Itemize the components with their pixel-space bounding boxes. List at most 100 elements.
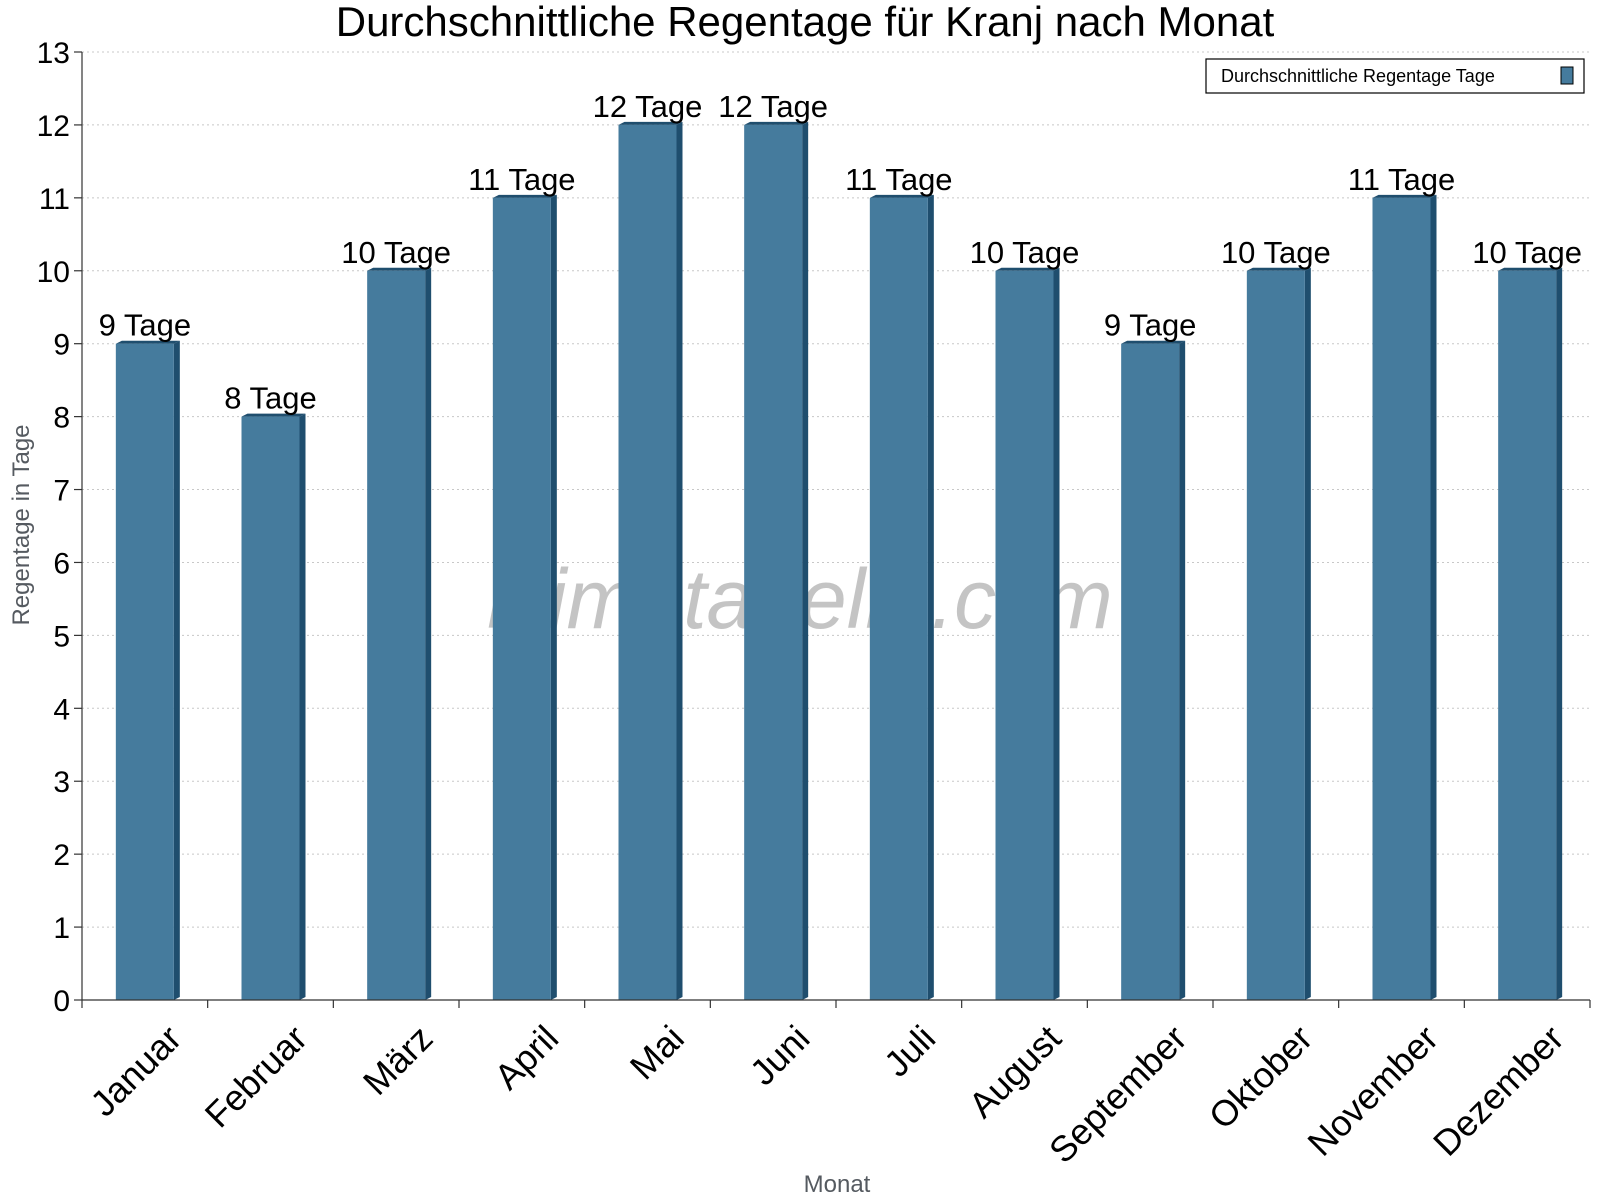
y-tick-label: 0 [53, 985, 70, 1018]
legend-label: Durchschnittliche Regentage Tage [1221, 66, 1495, 86]
bar-front [1372, 197, 1431, 1000]
x-tick-label: Juli [876, 1017, 943, 1084]
bar-top [1498, 267, 1563, 271]
x-tick-label: Januar [82, 1017, 189, 1124]
bars [115, 121, 1563, 1001]
data-label: 10 Tage [341, 235, 451, 270]
data-label: 8 Tage [224, 381, 317, 416]
bar [1498, 267, 1563, 1000]
data-label: 12 Tage [593, 89, 703, 124]
data-label: 9 Tage [1104, 308, 1197, 343]
x-tick-label: April [486, 1017, 566, 1097]
bar-front [367, 270, 426, 1000]
bar-top [995, 267, 1060, 271]
gridlines [82, 51, 1590, 928]
bar-side [299, 413, 306, 1001]
x-tick-label: Dezember [1425, 1017, 1571, 1163]
data-label: 10 Tage [1472, 235, 1582, 270]
bar-front [1246, 270, 1305, 1000]
x-tick-label: März [355, 1017, 441, 1103]
data-label: 9 Tage [99, 308, 192, 343]
data-label: 12 Tage [718, 89, 828, 124]
bar-top [1121, 340, 1186, 344]
bar-side [1304, 267, 1311, 1000]
legend-swatch [1560, 66, 1574, 85]
chart-title: Durchschnittliche Regentage für Kranj na… [336, 0, 1275, 45]
axes [74, 51, 1591, 1008]
bar [1372, 194, 1437, 1000]
bar-top [241, 413, 306, 417]
bar-side [550, 194, 557, 1000]
y-tick-label: 8 [53, 402, 70, 435]
bar-side [1556, 267, 1563, 1000]
bar-top [1372, 194, 1437, 198]
bar-side [1179, 340, 1186, 1000]
bar [492, 194, 557, 1000]
y-tick-label: 4 [53, 693, 70, 726]
y-tick-label: 5 [53, 620, 70, 653]
bar-top [1246, 267, 1311, 271]
bar [115, 340, 180, 1000]
y-tick-label: 12 [37, 110, 70, 143]
bar-front [1121, 343, 1180, 1000]
bar [744, 121, 809, 1000]
bar-side [927, 194, 934, 1000]
y-tick-label: 9 [53, 329, 70, 362]
bar-top [367, 267, 432, 271]
bar [869, 194, 934, 1000]
x-tick-label: September [1041, 1017, 1195, 1171]
bar-front [744, 124, 803, 1000]
y-tick-label: 7 [53, 475, 70, 508]
legend: Durchschnittliche Regentage Tage [1205, 58, 1585, 94]
bar [1121, 340, 1186, 1000]
bar-side [1430, 194, 1437, 1000]
bar [1246, 267, 1311, 1000]
y-tick-label: 10 [37, 256, 70, 289]
data-label: 10 Tage [970, 235, 1080, 270]
bar-side [173, 340, 180, 1000]
bar-front [241, 416, 300, 1001]
x-tick-label: Juni [742, 1017, 818, 1093]
bar-front [995, 270, 1054, 1000]
x-tick-label: Februar [197, 1017, 315, 1135]
bar-top [869, 194, 934, 198]
x-tick-label: Mai [622, 1017, 692, 1087]
bar-front [869, 197, 928, 1000]
x-tick-label: Oktober [1201, 1017, 1321, 1137]
y-axis-label: Regentage in Tage [8, 424, 35, 625]
y-tick-label: 2 [53, 839, 70, 872]
bar [367, 267, 432, 1000]
bar-side [425, 267, 432, 1000]
bar-side [1053, 267, 1060, 1000]
bar-side [676, 121, 683, 1000]
data-labels: 9 Tage 8 Tage 10 Tage 11 Tage 12 Tage 12 Tage… [99, 89, 1582, 416]
bar-top [744, 121, 809, 125]
bar-front [1498, 270, 1557, 1000]
bar-side [802, 121, 809, 1000]
x-tick-label: November [1299, 1017, 1445, 1163]
x-tick-label: August [961, 1017, 1069, 1125]
y-tick-label: 11 [39, 183, 70, 216]
bar-front [618, 124, 677, 1000]
data-label: 10 Tage [1221, 235, 1331, 270]
bar-front [115, 343, 174, 1000]
bar [995, 267, 1060, 1000]
bar [241, 413, 306, 1001]
bar-front [492, 197, 551, 1000]
y-tick-label: 1 [53, 912, 70, 945]
legend-box [1205, 58, 1585, 94]
data-label: 11 Tage [1348, 162, 1455, 197]
bar-top [492, 194, 557, 198]
bar-top [115, 340, 180, 344]
data-label: 11 Tage [845, 162, 952, 197]
data-label: 11 Tage [468, 162, 575, 197]
y-tick-label: 3 [53, 766, 70, 799]
y-tick-label: 6 [53, 547, 70, 580]
bar [618, 121, 683, 1000]
bar-top [618, 121, 683, 125]
x-tick-labels: Januar Februar März April Mai Juni Juli AugustS… [82, 1017, 1571, 1171]
x-axis-label: Monat [804, 1171, 871, 1198]
y-tick-label: 13 [37, 37, 70, 70]
